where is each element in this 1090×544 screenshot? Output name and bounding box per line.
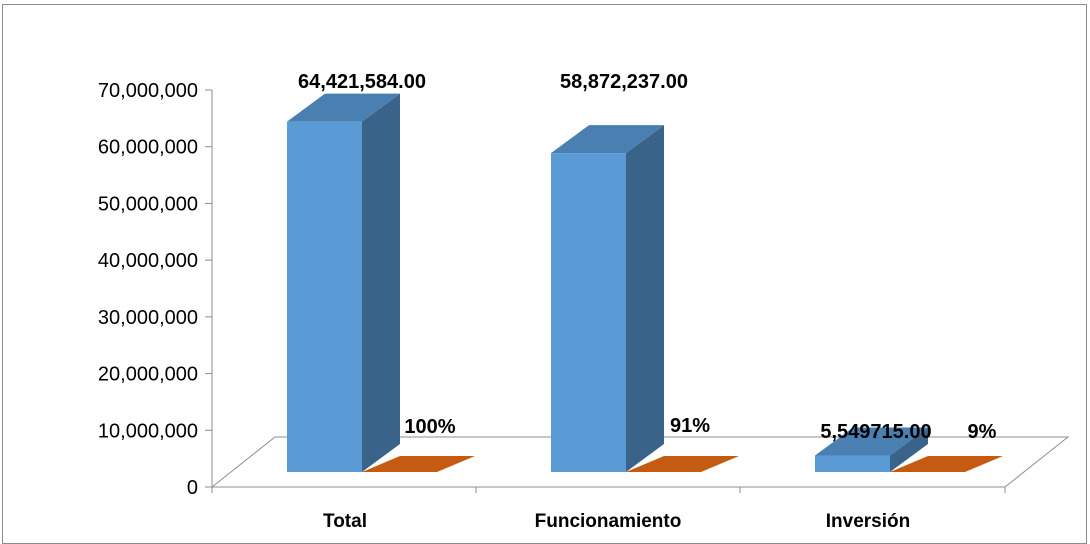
percent-bar: [626, 456, 739, 472]
y-tick-label: 60,000,000: [98, 137, 198, 159]
bar-chart: 0 10,000,000 20,000,000 30,000,000 40,000,00…: [98, 71, 1070, 530]
y-tick-label: 10,000,000: [98, 420, 198, 442]
y-tick-label: 70,000,000: [98, 80, 198, 102]
value-data-label: 5,549715.00: [820, 421, 931, 443]
y-tick-label: 0: [187, 477, 198, 499]
percent-data-label: 91%: [670, 415, 710, 437]
percent-bar: [890, 456, 1003, 472]
bar-side: [362, 93, 400, 473]
bar: [287, 121, 362, 473]
y-tick-label: 20,000,000: [98, 364, 198, 386]
bar-side: [890, 427, 928, 472]
bar: [551, 153, 626, 473]
percent-bar: [362, 456, 475, 472]
percent-data-label: 100%: [404, 416, 455, 438]
value-data-label: 64,421,584.00: [298, 71, 426, 93]
y-tick-label: 30,000,000: [98, 307, 198, 329]
y-tick-label: 50,000,000: [98, 193, 198, 215]
bar-top: [551, 125, 664, 154]
percent-data-label: 9%: [968, 421, 997, 443]
bar: [815, 455, 890, 472]
x-tick-label: Inversión: [826, 511, 910, 530]
x-tick-label: Total: [323, 511, 367, 530]
bar-top: [815, 427, 928, 456]
y-tick-label: 40,000,000: [98, 250, 198, 272]
bar-top: [287, 93, 400, 122]
x-tick-label: Funcionamiento: [535, 511, 682, 530]
value-data-label: 58,872,237.00: [560, 71, 688, 93]
bar-side: [626, 125, 664, 472]
